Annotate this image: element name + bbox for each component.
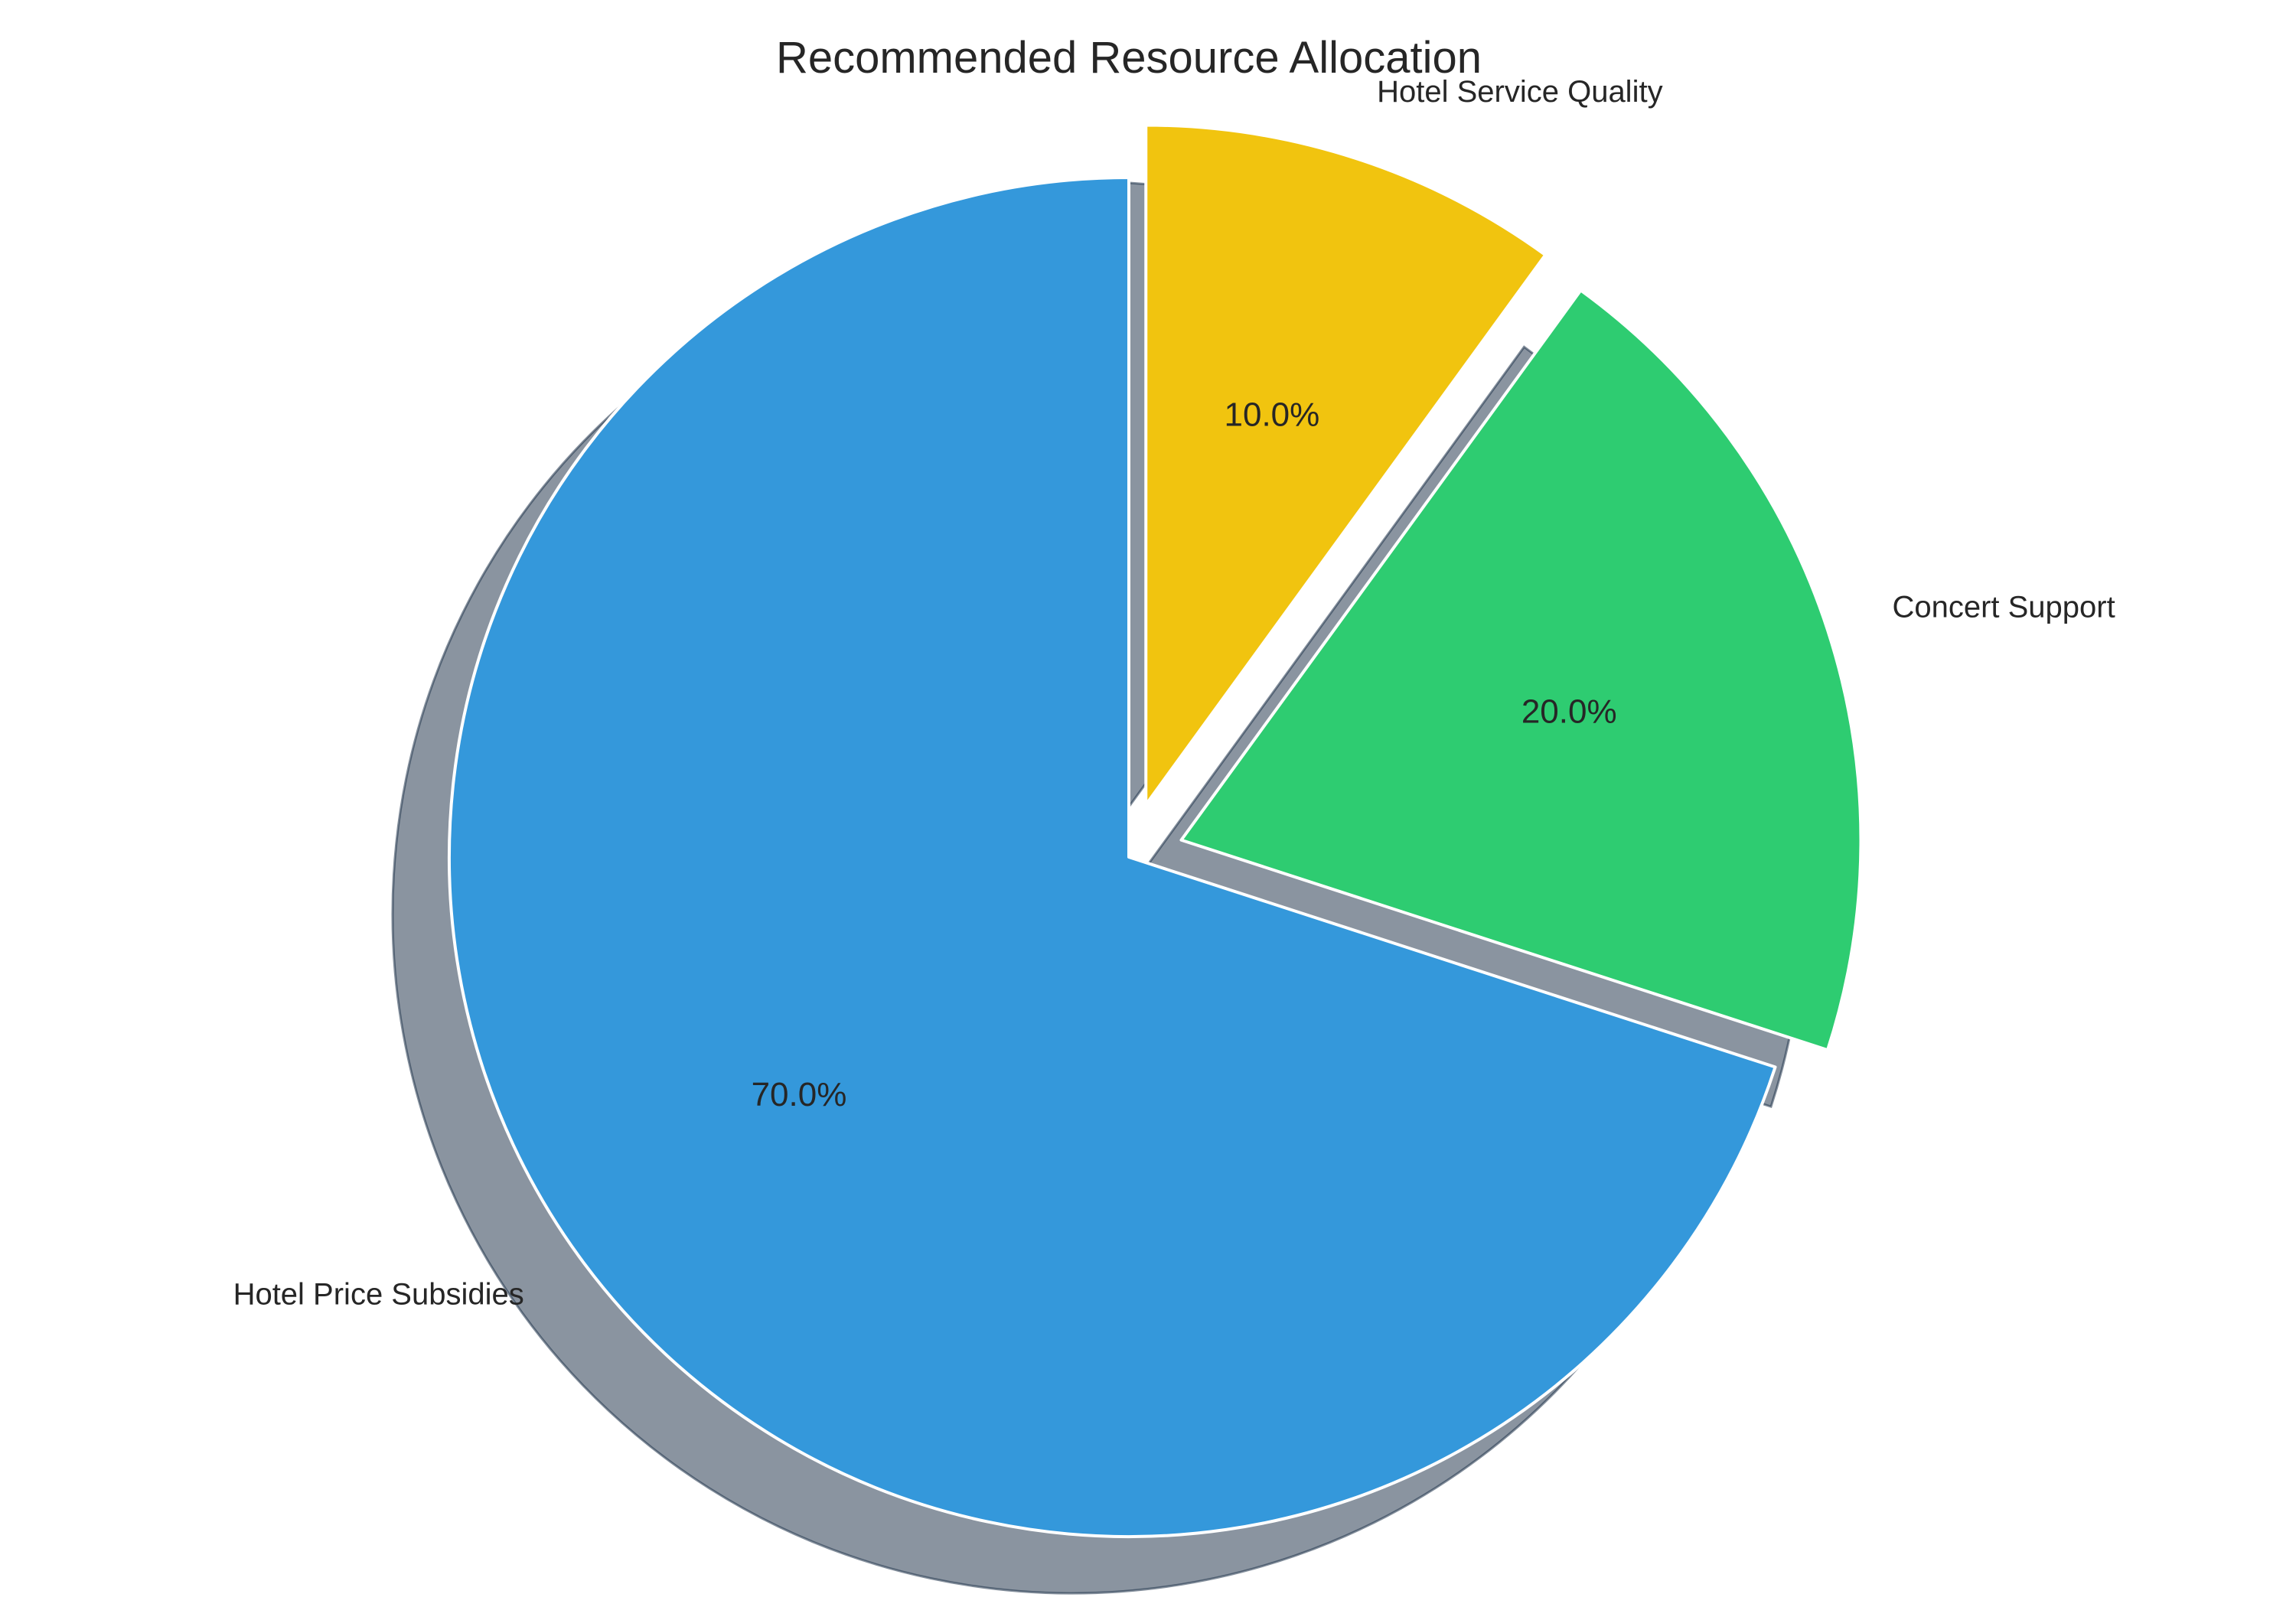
pct-label-hotel-price-subsidies: 70.0% xyxy=(752,1076,847,1113)
slice-hotel-service-quality xyxy=(1144,123,1548,807)
slice-concert-support xyxy=(1179,288,1863,1052)
pct-label-concert-support: 20.0% xyxy=(1521,693,1617,731)
chart-title: Recommended Resource Allocation xyxy=(776,33,1482,83)
pct-label-hotel-service-quality: 10.0% xyxy=(1225,396,1320,433)
slice-label-hotel-service-quality: Hotel Service Quality xyxy=(1377,75,1662,109)
slice-label-concert-support: Concert Support xyxy=(1892,590,2115,624)
slice-hotel-price-subsidies xyxy=(448,176,1777,1538)
slice-label-hotel-price-subsidies: Hotel Price Subsidies xyxy=(233,1278,524,1312)
label-layer: 70.0% Hotel Price Subsidies 20.0% Concert S… xyxy=(233,75,2115,1312)
slice-layer xyxy=(448,123,1863,1538)
